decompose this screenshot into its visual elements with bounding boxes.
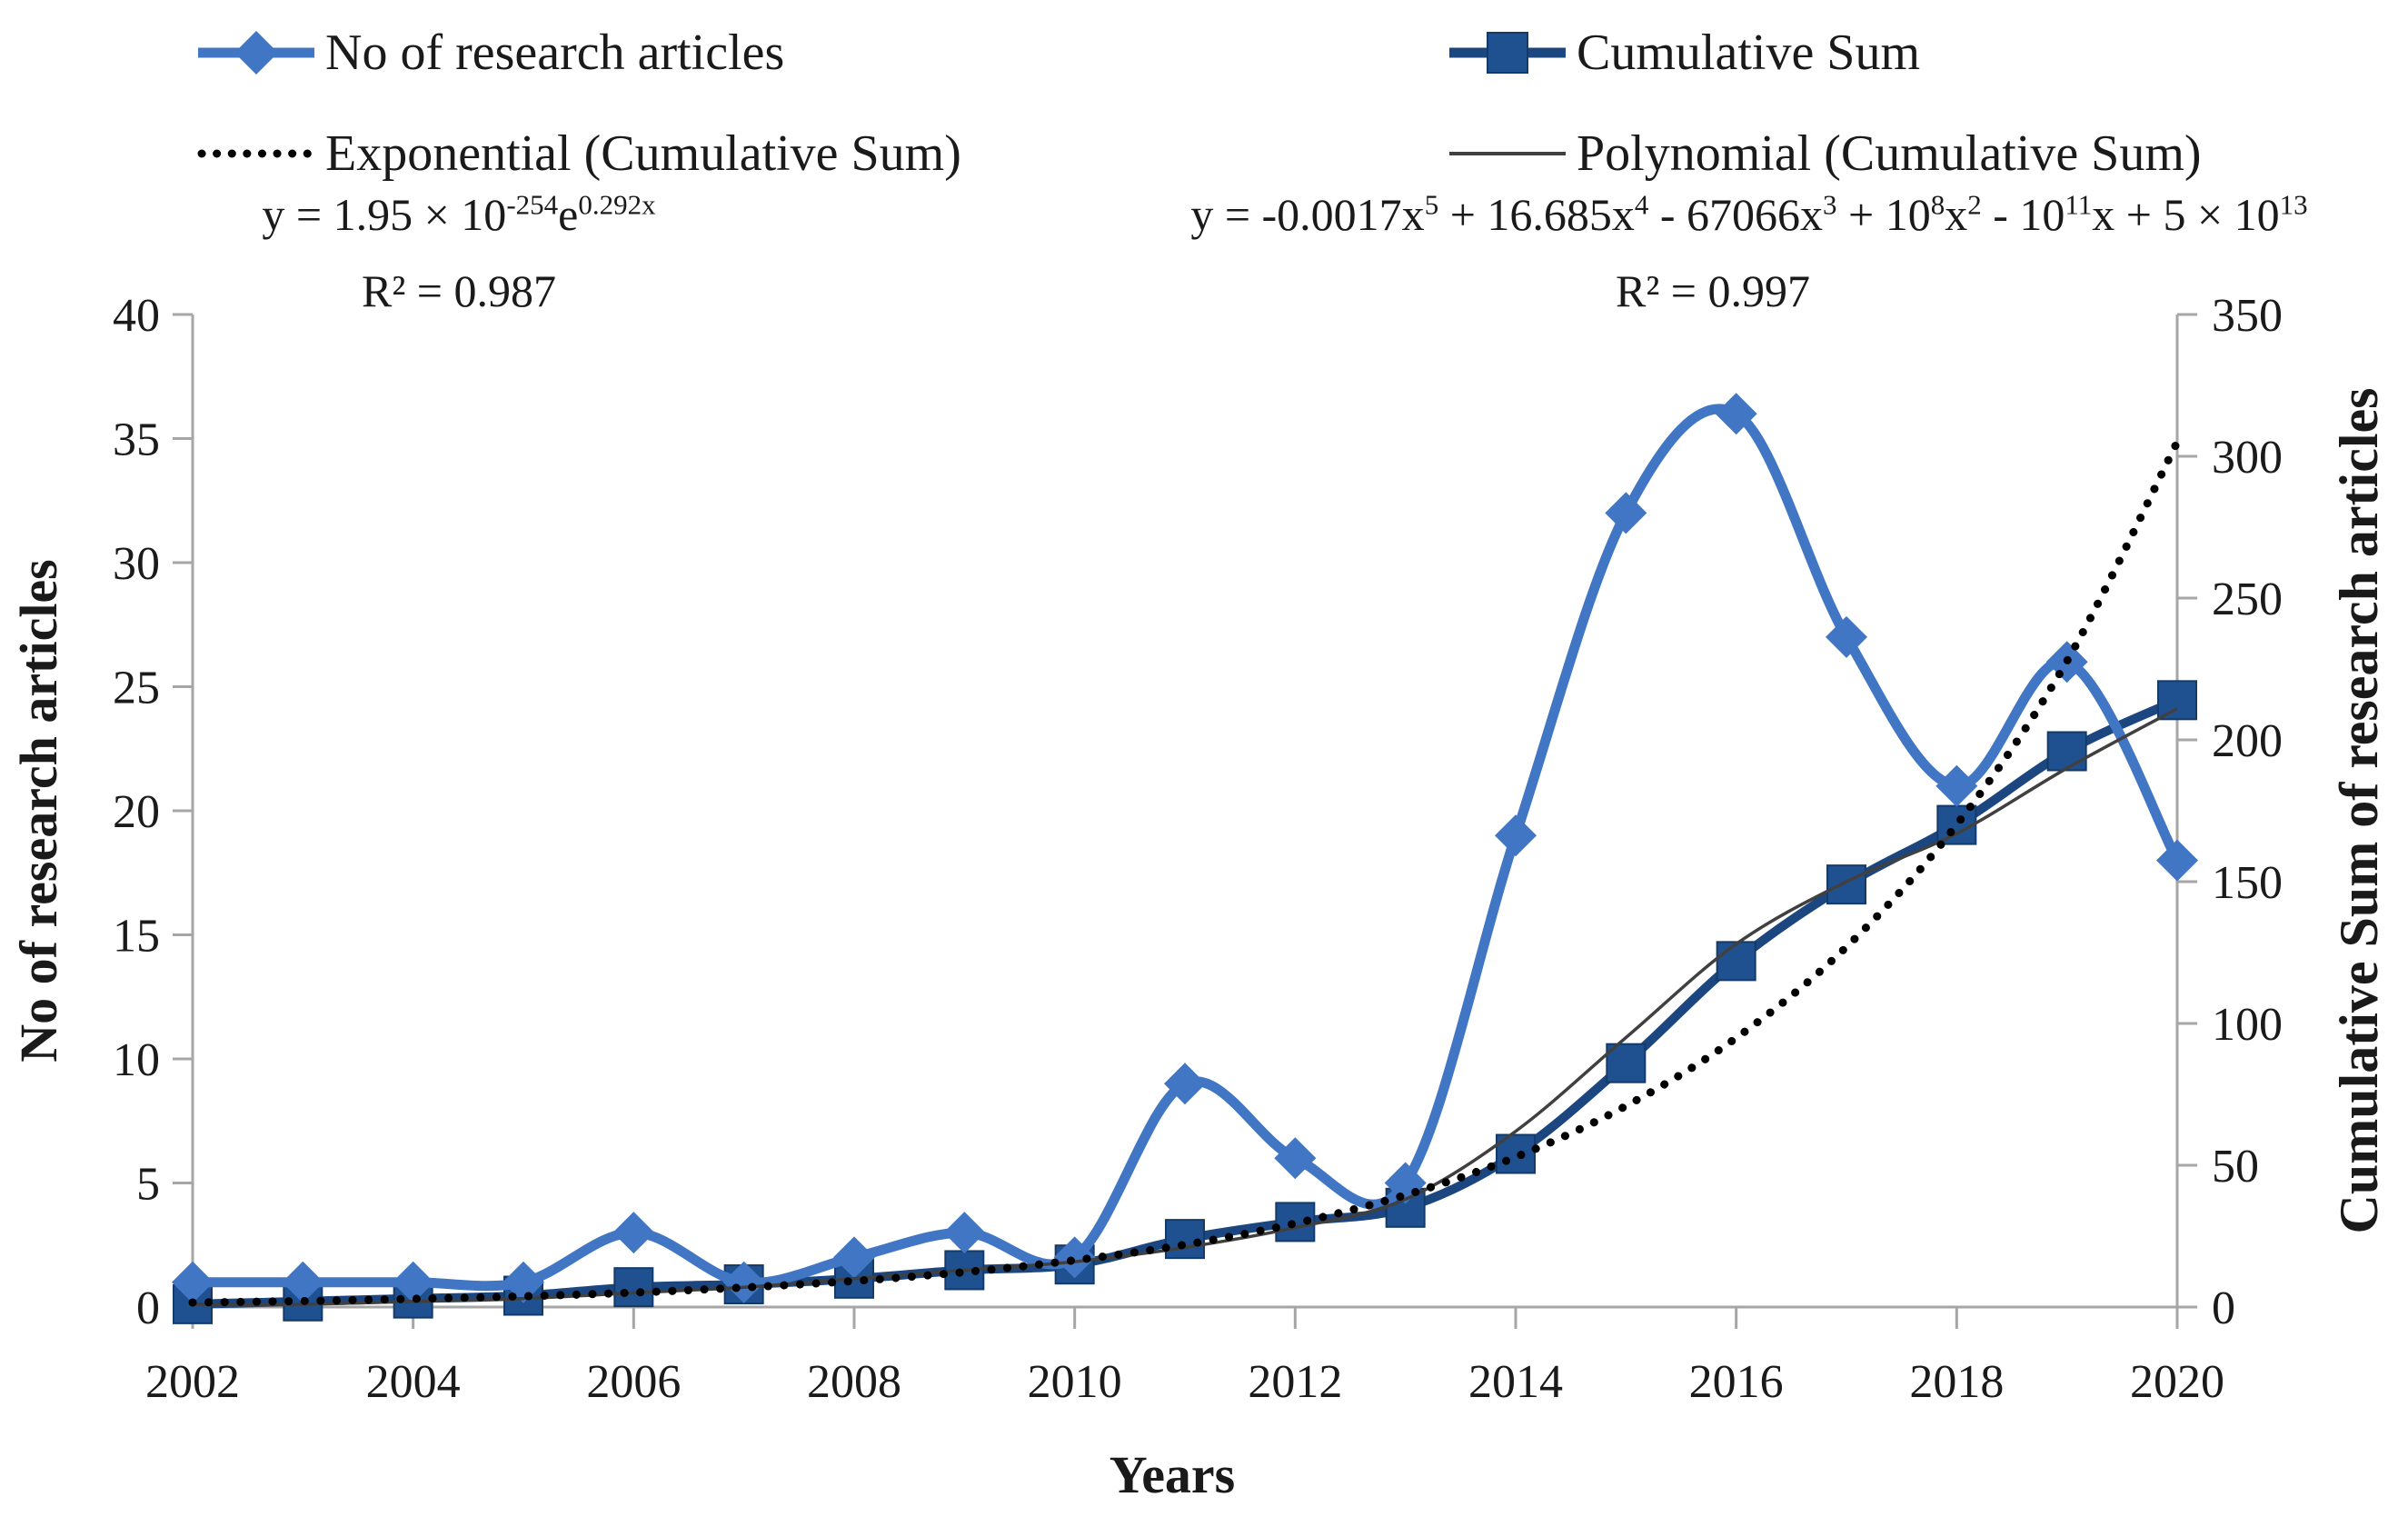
legend-item-cumsum: Cumulative Sum [1448,24,1920,82]
legend-item-polynomial: Polynomial (Cumulative Sum) [1448,125,2202,183]
left-axis-tick-label: 30 [113,538,160,590]
exponential-equation: y = 1.95 × 10-254e0.292x [262,188,656,240]
articles-marker [722,1261,765,1303]
left-axis-tick-label: 40 [113,290,160,342]
dotted-line-icon [197,149,315,158]
x-axis-tick-label: 2010 [1028,1356,1122,1408]
articles-marker [1164,1063,1206,1105]
articles-marker [1053,1236,1096,1279]
articles-line-diamond-icon [198,31,314,75]
right-axis-tick-label: 100 [2212,999,2283,1051]
cumulative-sum-marker [613,1267,654,1308]
right-axis-tick-label: 350 [2212,290,2283,342]
exponential-r2: R² = 0.987 [361,265,557,316]
left-axis-tick-label: 35 [113,414,160,466]
articles-marker [2156,839,2198,882]
right-axis-tick-label: 150 [2212,857,2283,909]
x-axis-tick-label: 2006 [586,1356,681,1408]
x-axis-tick-label: 2012 [1248,1356,1342,1408]
legend-item-articles: No of research articles [196,24,784,82]
articles-line [187,404,2183,1292]
articles-marker [282,1261,324,1303]
articles-marker [1715,393,1757,435]
thin-line-icon [1449,152,1566,155]
articles-marker [1274,1137,1317,1180]
right-axis-tick-label: 300 [2212,432,2283,484]
left-axis-tick-label: 15 [113,911,160,963]
articles-marker [1826,615,1867,658]
x-axis-tick-label: 2018 [1909,1356,2004,1408]
articles-marker [392,1261,434,1303]
x-axis-tick-label: 2002 [145,1356,240,1408]
right-axis-title: Cumulative Sum of research articles [2329,388,2389,1234]
left-axis-tick-label: 5 [136,1159,160,1211]
cumsum-line-square-icon [1449,32,1566,74]
left-axis-tick-label: 20 [113,786,160,838]
legend-label-cumsum: Cumulative Sum [1577,25,1920,81]
right-axis-tick-label: 50 [2212,1141,2259,1193]
x-axis-tick-label: 2020 [2130,1356,2224,1408]
legend-label-exponential: Exponential (Cumulative Sum) [325,125,961,182]
left-axis-tick-label: 10 [113,1034,160,1086]
x-axis-tick-label: 2008 [807,1356,901,1408]
legend-label-polynomial: Polynomial (Cumulative Sum) [1577,125,2202,182]
x-axis-tick-label: 2014 [1468,1356,1563,1408]
cumulative-sum-marker [2157,680,2197,721]
articles-marker [172,1261,214,1303]
x-axis-tick-label: 2004 [366,1356,461,1408]
left-axis-tick-label: 25 [113,663,160,714]
polynomial-r2: R² = 0.997 [1615,265,1811,316]
left-axis-tick-label: 0 [136,1282,160,1334]
articles-marker [1935,764,1978,807]
articles-marker [1495,814,1537,857]
articles-marker [612,1212,655,1254]
right-axis-tick-label: 200 [2212,715,2283,767]
articles-marker [1605,492,1647,534]
polynomial-equation: y = -0.0017x5 + 16.685x4 - 67066x3 + 108… [1190,188,2308,240]
x-axis-tick-label: 2016 [1689,1356,1784,1408]
left-axis-title: No of research articles [9,559,68,1063]
legend-item-exponential: Exponential (Cumulative Sum) [196,125,961,183]
polynomial-trendline [192,707,2178,1306]
articles-marker [833,1236,875,1279]
right-axis-tick-label: 250 [2212,574,2283,625]
right-axis-tick-label: 0 [2212,1282,2235,1334]
articles-marker [943,1212,986,1254]
x-axis-title: Years [1109,1445,1236,1504]
cumulative-sum-line [188,695,2182,1309]
cumulative-sum-marker [2046,731,2087,772]
cumulative-sum-marker [1716,941,1756,982]
legend-label-articles: No of research articles [325,25,785,81]
exponential-trendline [188,437,2182,1307]
cumulative-sum-marker [1826,864,1866,905]
